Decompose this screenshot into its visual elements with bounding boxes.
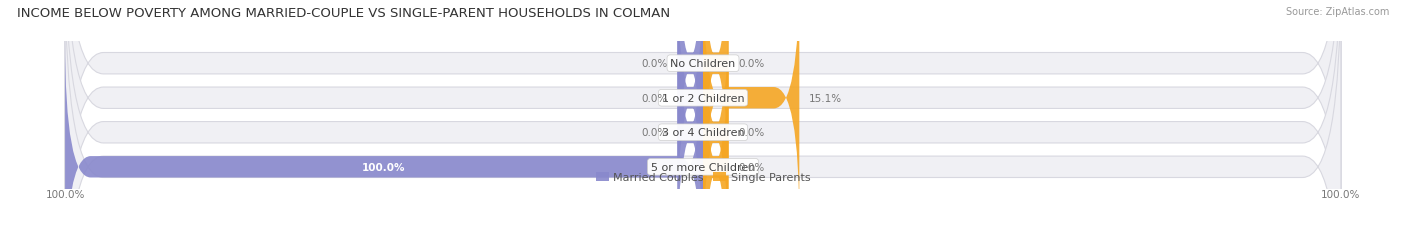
FancyBboxPatch shape	[65, 0, 1341, 231]
Text: 0.0%: 0.0%	[738, 128, 765, 138]
FancyBboxPatch shape	[703, 0, 800, 225]
Text: 0.0%: 0.0%	[738, 162, 765, 172]
FancyBboxPatch shape	[703, 40, 728, 231]
Text: 5 or more Children: 5 or more Children	[651, 162, 755, 172]
Text: INCOME BELOW POVERTY AMONG MARRIED-COUPLE VS SINGLE-PARENT HOUSEHOLDS IN COLMAN: INCOME BELOW POVERTY AMONG MARRIED-COUPL…	[17, 7, 671, 20]
Text: 0.0%: 0.0%	[641, 59, 668, 69]
FancyBboxPatch shape	[65, 0, 1341, 231]
Text: 0.0%: 0.0%	[738, 59, 765, 69]
Text: 1 or 2 Children: 1 or 2 Children	[662, 93, 744, 103]
FancyBboxPatch shape	[703, 0, 728, 191]
Text: 100.0%: 100.0%	[1322, 189, 1361, 199]
Text: 0.0%: 0.0%	[641, 93, 668, 103]
FancyBboxPatch shape	[65, 0, 1341, 231]
FancyBboxPatch shape	[65, 40, 703, 231]
FancyBboxPatch shape	[65, 0, 1341, 231]
FancyBboxPatch shape	[678, 6, 703, 231]
Text: 15.1%: 15.1%	[808, 93, 842, 103]
FancyBboxPatch shape	[678, 0, 703, 225]
Legend: Married Couples, Single Parents: Married Couples, Single Parents	[592, 168, 814, 187]
Text: 100.0%: 100.0%	[45, 189, 84, 199]
FancyBboxPatch shape	[678, 0, 703, 191]
Text: Source: ZipAtlas.com: Source: ZipAtlas.com	[1285, 7, 1389, 17]
Text: 100.0%: 100.0%	[363, 162, 406, 172]
Text: 3 or 4 Children: 3 or 4 Children	[662, 128, 744, 138]
Text: 0.0%: 0.0%	[641, 128, 668, 138]
FancyBboxPatch shape	[703, 6, 728, 231]
Text: No Children: No Children	[671, 59, 735, 69]
